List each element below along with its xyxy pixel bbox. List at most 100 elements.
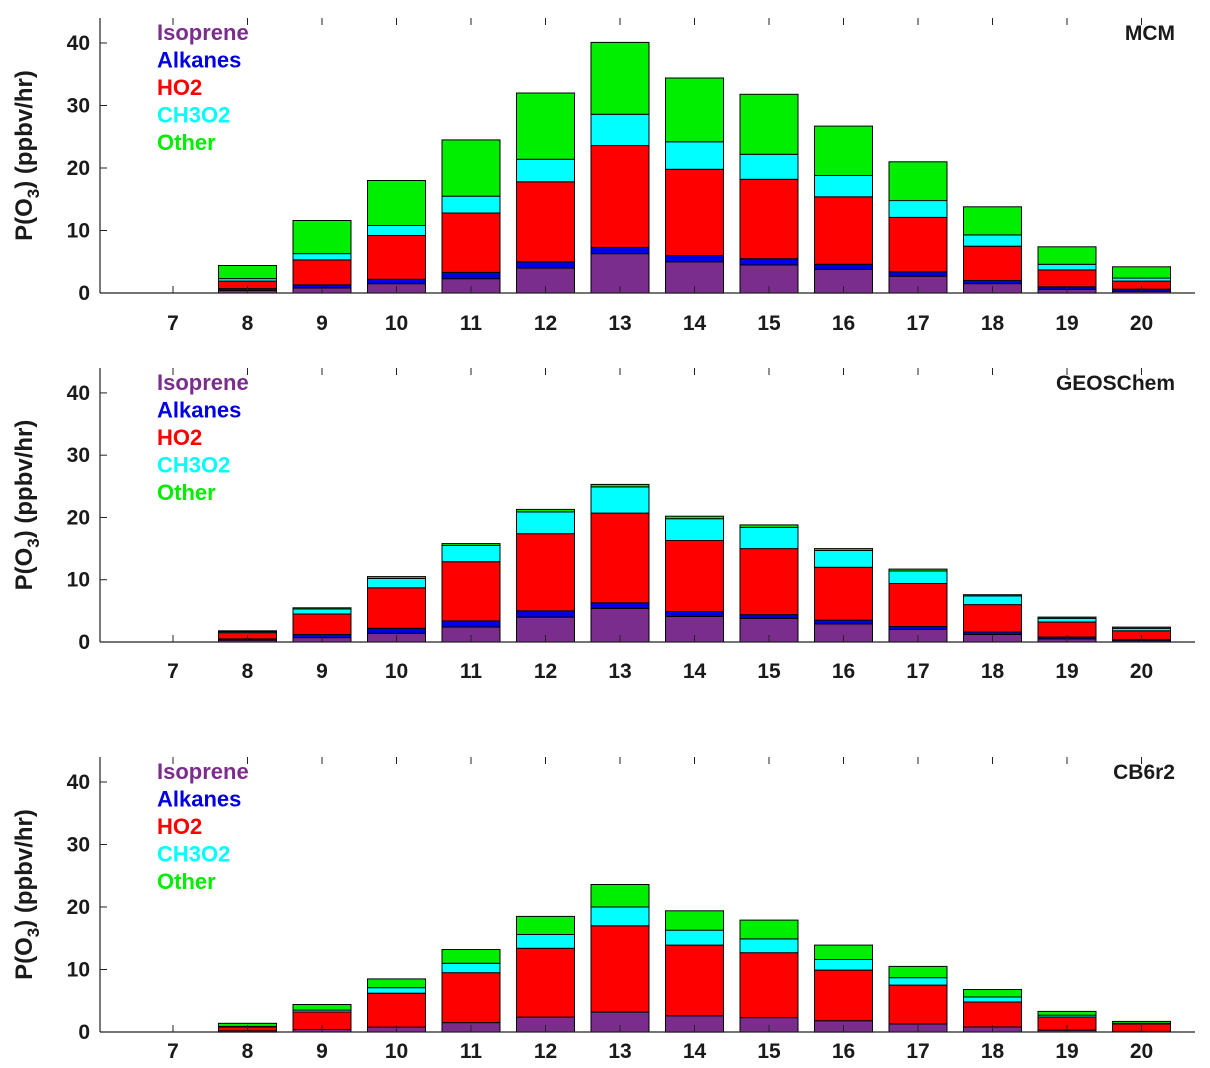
- bar-segment-ch3o2-9: [292, 608, 352, 615]
- bar-segment-ho2-11: [441, 212, 501, 273]
- bar-segment-other-11: [441, 543, 501, 546]
- x-tick-label: 7: [167, 312, 179, 335]
- y-tick-label: 40: [67, 32, 90, 55]
- bar-segment-ch3o2-13: [590, 906, 650, 927]
- legend-entry-ch3o2: CH3O2: [157, 103, 230, 128]
- x-tick-label: 11: [460, 660, 483, 683]
- panel-1: 0 10 20 30 40 7 8 9 10 11 12 13 14 15 16 17 18 19 20 P(O3) …: [11, 18, 1195, 335]
- x-tick-label: 15: [757, 1040, 781, 1063]
- bar-segment-ch3o2-10: [367, 987, 426, 994]
- x-tick-label: 19: [1055, 660, 1078, 683]
- bar-segment-ho2-10: [367, 992, 426, 1028]
- bar-segment-alkanes-14: [665, 255, 724, 263]
- bar-segment-other-19: [1037, 1010, 1097, 1016]
- bar-segment-other-17: [888, 568, 948, 572]
- bar-segment-ch3o2-17: [888, 200, 948, 218]
- bar-segment-ch3o2-12: [516, 158, 575, 183]
- bar-segment-alkanes-15: [739, 258, 799, 266]
- x-tick-label: 20: [1130, 312, 1153, 335]
- legend-entry-ch3o2: CH3O2: [157, 842, 230, 867]
- bar-segment-ho2-10: [367, 587, 426, 629]
- y-tick-label: 30: [67, 95, 90, 118]
- bar-segment-ch3o2-18: [963, 234, 1022, 247]
- x-tick-label: 15: [757, 312, 781, 335]
- bar-segment-ho2-16: [814, 196, 873, 265]
- x-tick-label: 10: [385, 1040, 408, 1063]
- legend-entry-alkanes: Alkanes: [157, 398, 241, 423]
- y-tick-label: 20: [67, 506, 90, 529]
- y-tick-label: 40: [67, 771, 90, 794]
- bar-segment-other-12: [516, 92, 575, 160]
- bar-segment-ch3o2-18: [963, 595, 1022, 606]
- bar-segment-ch3o2-13: [590, 113, 650, 147]
- bar-segment-other-10: [367, 978, 426, 989]
- bar-segment-other-16: [814, 125, 873, 176]
- bar-segment-ch3o2-12: [516, 934, 575, 949]
- legend-entry-ho2: HO2: [157, 425, 202, 450]
- y-tick-label: 0: [78, 1021, 90, 1044]
- bar-segment-other-12: [516, 508, 575, 513]
- bar-segment-other-9: [292, 220, 352, 255]
- bar-segment-ho2-18: [963, 604, 1022, 633]
- bar-segment-ch3o2-18: [963, 996, 1022, 1003]
- x-tick-label: 13: [608, 312, 631, 335]
- bar-segment-ho2-9: [292, 259, 352, 286]
- bar-segment-alkanes-11: [441, 620, 501, 628]
- bar-segment-ho2-19: [1037, 621, 1097, 638]
- bar-segment-ho2-13: [590, 512, 650, 604]
- y-tick-label: 20: [67, 896, 90, 919]
- y-tick-label: 0: [78, 282, 90, 305]
- x-tick-label: 9: [316, 1040, 328, 1063]
- x-tick-label: 20: [1130, 660, 1153, 683]
- legend-entry-ch3o2: CH3O2: [157, 453, 230, 478]
- bar-segment-other-11: [441, 949, 501, 964]
- bar-segment-alkanes-11: [441, 271, 501, 280]
- bar-segment-ho2-14: [665, 944, 724, 1017]
- x-tick-label: 9: [316, 660, 328, 683]
- bar-segment-alkanes-10: [367, 278, 426, 285]
- bar-segment-alkanes-15: [739, 614, 799, 619]
- bar-segment-other-17: [888, 161, 948, 202]
- x-tick-label: 12: [534, 312, 557, 335]
- x-tick-label: 7: [167, 1040, 179, 1063]
- x-tick-label: 18: [981, 660, 1005, 683]
- bar-segment-other-12: [516, 915, 575, 936]
- x-tick-label: 17: [906, 312, 929, 335]
- bar-segment-other-15: [739, 524, 799, 528]
- bar-segment-ho2-15: [739, 952, 799, 1019]
- bar-segment-ho2-13: [590, 925, 650, 1013]
- bar-segment-ho2-14: [665, 168, 724, 257]
- x-tick-label: 9: [316, 312, 328, 335]
- x-tick-label: 10: [385, 660, 408, 683]
- legend-entry-ho2: HO2: [157, 75, 202, 100]
- bars: [218, 41, 1171, 294]
- x-tick-label: 14: [683, 660, 707, 683]
- panel-3: 0 10 20 30 40 7 8 9 10 11 12 13 14 15 16 17 18 19 20 P(O3) …: [11, 757, 1195, 1063]
- bar-segment-other-18: [963, 594, 1022, 597]
- legend-entry-isoprene: Isoprene: [157, 370, 249, 395]
- y-axis-label: P(O3) (ppbv/hr): [11, 420, 43, 591]
- bar-segment-ch3o2-14: [665, 518, 724, 542]
- x-tick-label: 8: [242, 312, 254, 335]
- legend-entry-alkanes: Alkanes: [157, 48, 241, 73]
- bar-segment-alkanes-13: [590, 246, 650, 255]
- bar-segment-other-14: [665, 515, 724, 520]
- bar-segment-other-8: [218, 630, 277, 632]
- bar-segment-ho2-16: [814, 566, 873, 621]
- x-tick-label: 13: [608, 1040, 631, 1063]
- bar-segment-other-9: [292, 1004, 352, 1011]
- x-tick-label: 7: [167, 660, 179, 683]
- x-tick-label: 15: [757, 660, 781, 683]
- bar-segment-ch3o2-15: [739, 153, 799, 180]
- bar-segment-other-13: [590, 41, 650, 115]
- x-tick-label: 20: [1130, 1040, 1153, 1063]
- panel-title: MCM: [1125, 22, 1175, 45]
- bar-segment-ch3o2-16: [814, 175, 873, 198]
- panel-2: 0 10 20 30 40 7 8 9 10 11 12 13 14 15 16 17 18 19 20 P(O3) …: [11, 368, 1195, 683]
- x-tick-label: 12: [534, 1040, 557, 1063]
- bar-segment-ho2-12: [516, 947, 575, 1018]
- bar-segment-ch3o2-11: [441, 195, 501, 214]
- x-tick-label: 13: [608, 660, 631, 683]
